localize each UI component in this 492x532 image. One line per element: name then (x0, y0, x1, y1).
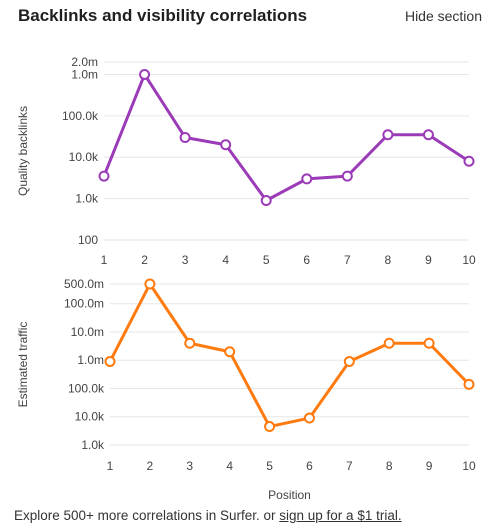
section-title: Backlinks and visibility correlations (18, 6, 308, 25)
x-tick-label: 2 (141, 253, 148, 267)
x-tick-label: 8 (386, 459, 393, 473)
y-tick-label: 1.0k (81, 438, 105, 452)
data-point[interactable] (144, 278, 156, 290)
data-point[interactable] (463, 155, 475, 167)
x-tick-label: 7 (344, 253, 351, 267)
data-point[interactable] (301, 173, 313, 185)
data-point[interactable] (224, 346, 236, 358)
x-tick-label: 4 (226, 459, 233, 473)
series-line (102, 72, 471, 203)
footer-note: Explore 500+ more correlations in Surfer… (14, 508, 484, 523)
y-tick-label: 10.0k (69, 150, 99, 164)
data-point[interactable] (463, 378, 475, 390)
y-tick-label: 100.0k (68, 381, 105, 395)
data-point[interactable] (343, 356, 355, 368)
x-tick-label: 5 (263, 253, 270, 267)
y-tick-label: 100.0k (62, 109, 99, 123)
x-tick-label: 3 (182, 253, 189, 267)
y-axis-title: Quality backlinks (16, 106, 30, 196)
section-header: Backlinks and visibility correlations Hi… (0, 0, 492, 34)
data-point[interactable] (264, 421, 276, 433)
data-point[interactable] (179, 131, 191, 143)
y-tick-label: 1.0k (75, 192, 99, 206)
y-tick-label: 1.0m (71, 67, 98, 81)
x-tick-label: 1 (101, 253, 108, 267)
data-point[interactable] (422, 129, 434, 141)
x-tick-label: 2 (147, 459, 154, 473)
footer-text: Explore 500+ more correlations in Surfer… (14, 508, 280, 523)
x-tick-label: 10 (462, 253, 476, 267)
data-point[interactable] (423, 337, 435, 349)
y-axis-title: Estimated traffic (16, 322, 30, 408)
x-tick-label: 1 (107, 459, 114, 473)
data-point[interactable] (220, 139, 232, 151)
data-point[interactable] (341, 170, 353, 182)
x-tick-label: 6 (306, 459, 313, 473)
estimated-traffic-chart: 1.0k 10.0k 100.0k 1.0m 10.0m 100.0m 500.0m 1 2 3 4… (16, 277, 476, 502)
x-tick-label: 8 (385, 253, 392, 267)
x-axis-title: Position (268, 488, 311, 502)
data-point[interactable] (184, 337, 196, 349)
data-point[interactable] (98, 170, 110, 182)
x-tick-label: 9 (426, 459, 433, 473)
x-tick-label: 10 (462, 459, 476, 473)
y-tick-label: 10.0k (75, 410, 105, 424)
x-tick-label: 3 (186, 459, 193, 473)
y-tick-label: 1.0m (77, 353, 104, 367)
data-point[interactable] (104, 356, 116, 368)
x-tick-label: 7 (346, 459, 353, 473)
x-tick-label: 9 (425, 253, 432, 267)
data-point[interactable] (383, 337, 395, 349)
x-tick-label: 4 (222, 253, 229, 267)
y-tick-label: 2.0m (71, 55, 98, 69)
data-point[interactable] (260, 195, 272, 207)
series-line (108, 282, 471, 429)
x-tick-label: 5 (266, 459, 273, 473)
data-point[interactable] (139, 68, 151, 80)
data-point[interactable] (303, 412, 315, 424)
x-tick-label: 6 (303, 253, 310, 267)
trial-signup-link[interactable]: sign up for a $1 trial. (279, 508, 402, 523)
y-tick-label: 500.0m (64, 277, 104, 291)
quality-backlinks-chart: 100 1.0k 10.0k 100.0k 1.0m2.0m 1 2 3 4 5 6 7 8 9 10 Qua… (16, 55, 476, 267)
y-tick-label: 100.0m (64, 297, 104, 311)
y-tick-label: 10.0m (71, 325, 104, 339)
hide-section-button[interactable]: Hide section (404, 8, 482, 24)
data-point[interactable] (382, 129, 394, 141)
y-tick-label: 100 (78, 233, 98, 247)
